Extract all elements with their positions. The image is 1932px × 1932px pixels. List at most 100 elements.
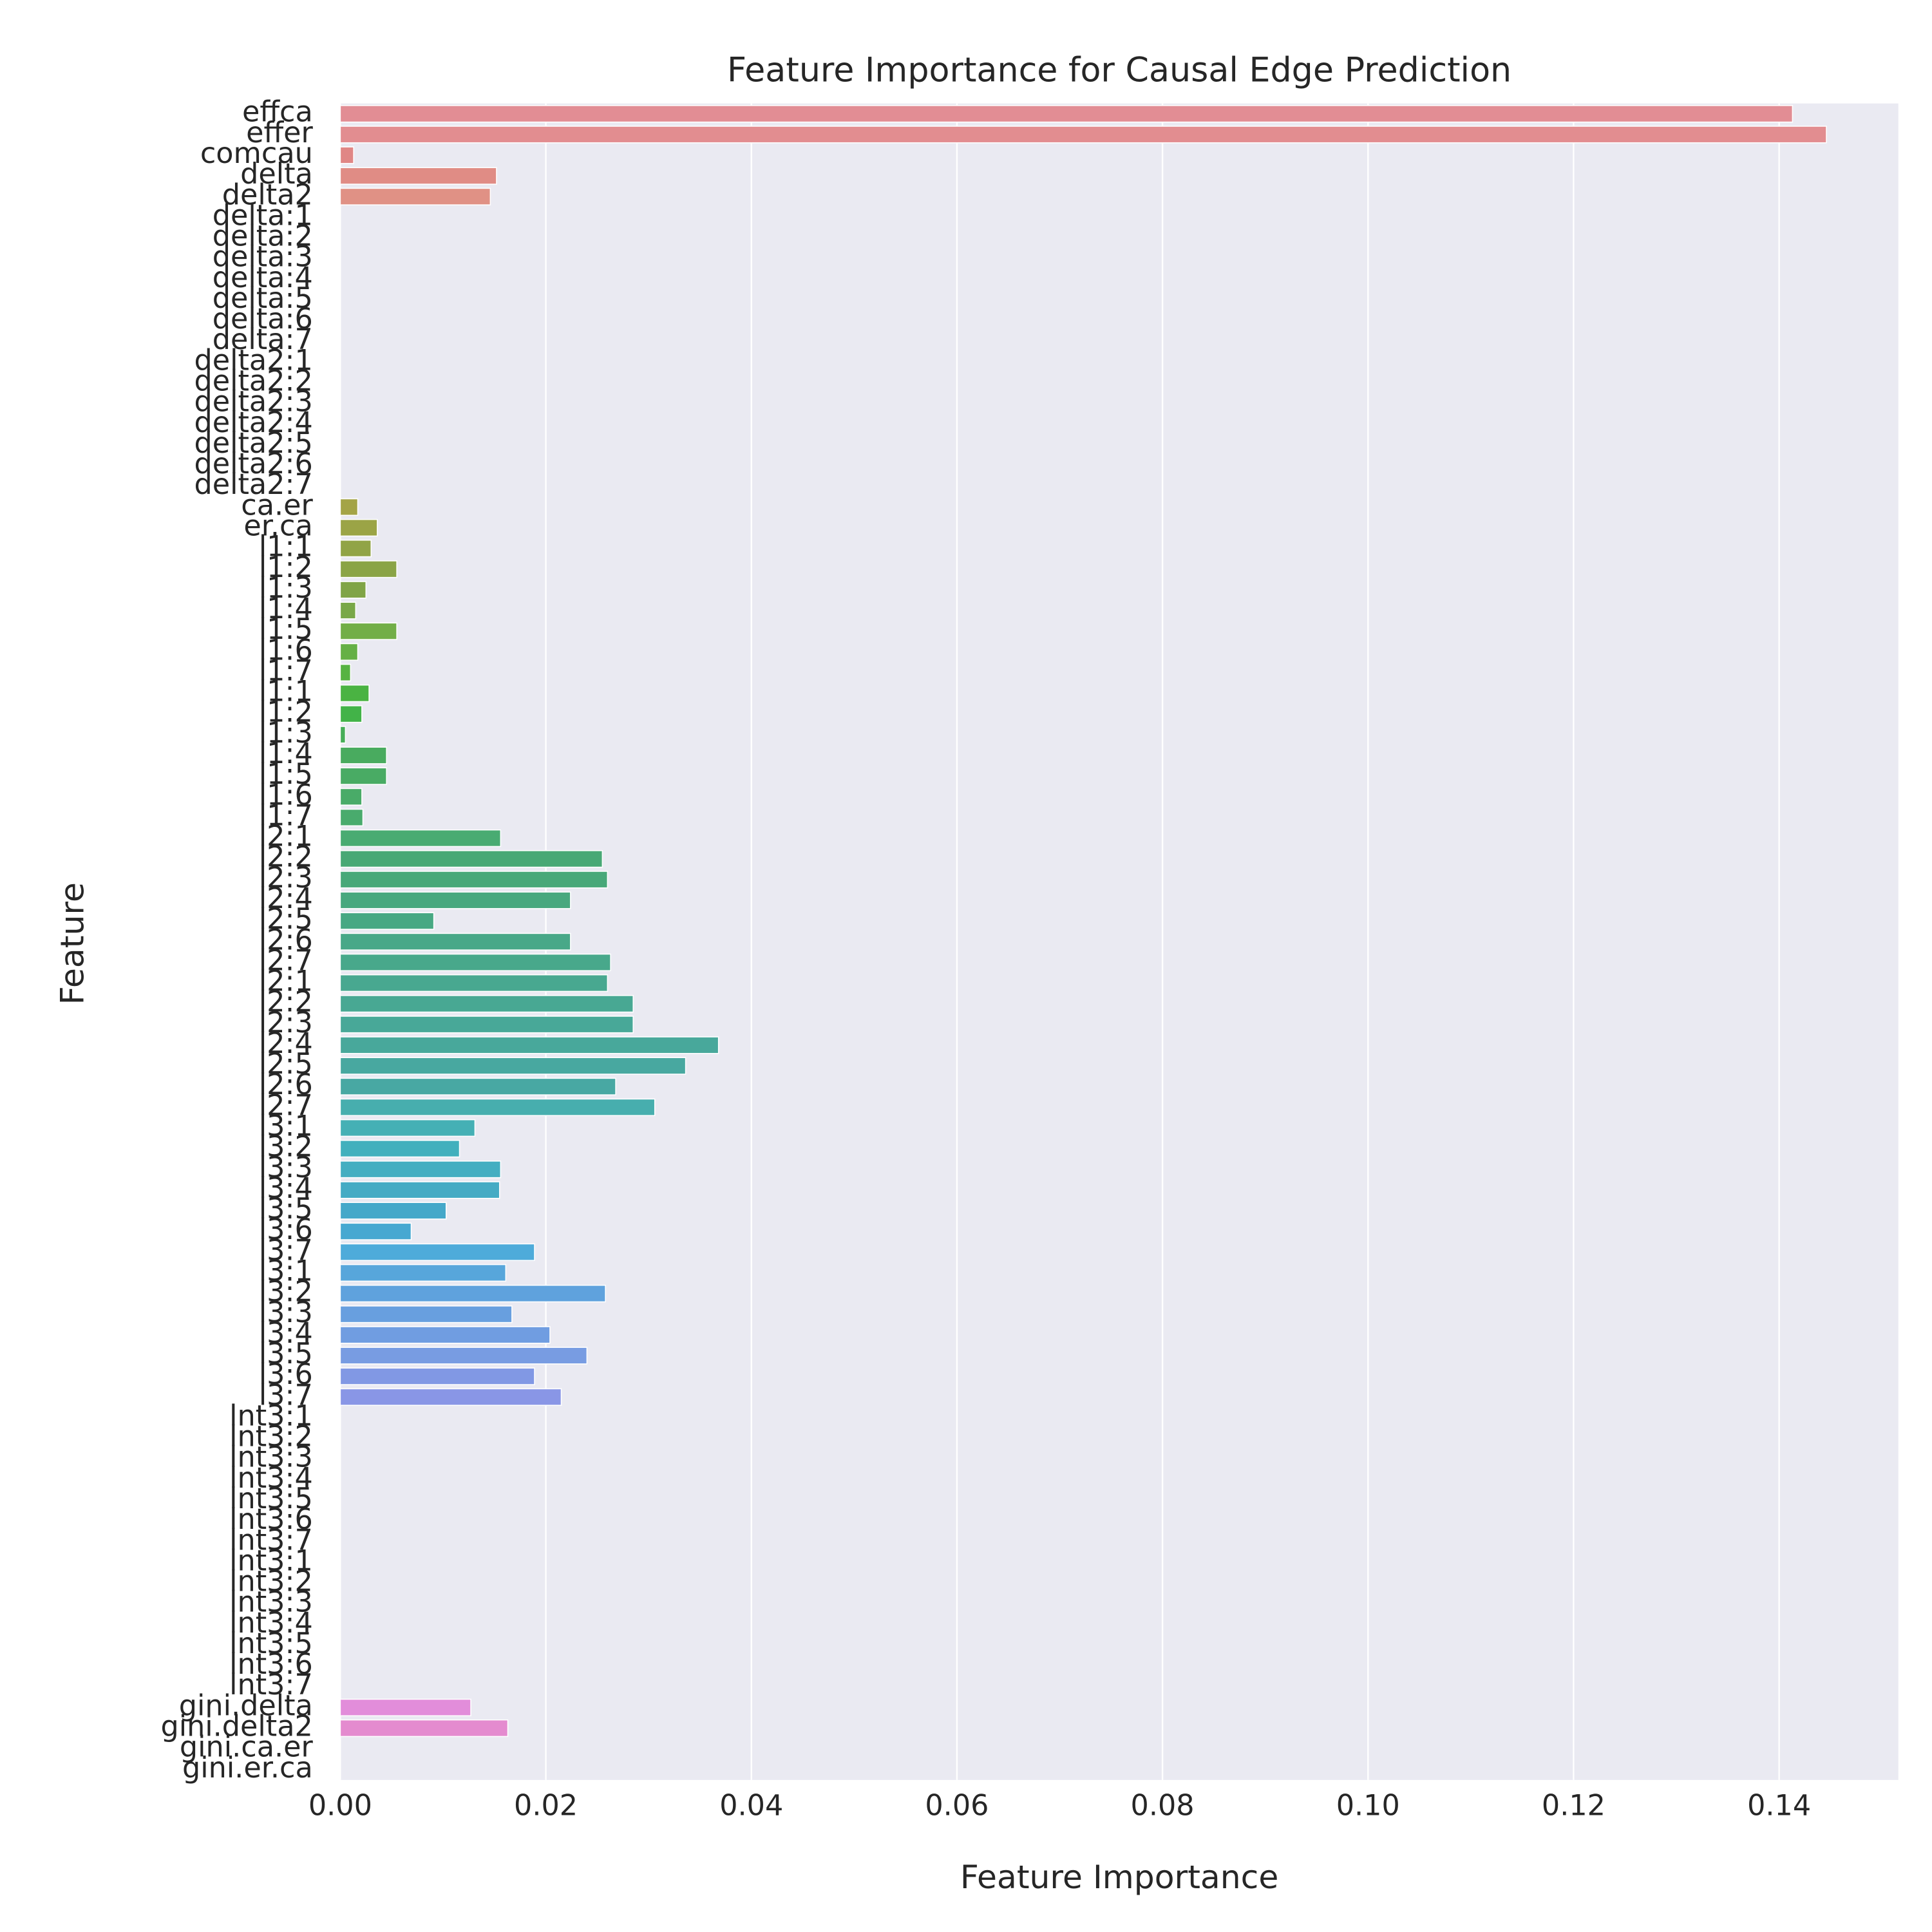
bar [339, 1347, 588, 1365]
y-tick-label: l2:6 [259, 1068, 313, 1101]
y-tick-label: l2:3 [259, 1007, 313, 1039]
y-tick-label: lnt3:5 [229, 1482, 313, 1515]
y-tick-label: l3:6 [259, 1358, 313, 1391]
x-axis-label: Feature Importance [960, 1858, 1278, 1896]
y-tick-label: lnt3:6 [229, 1648, 313, 1681]
y-tick-label: er.ca [243, 509, 312, 542]
bar [339, 105, 1794, 123]
y-tick-label: lnt3:6 [229, 1503, 313, 1536]
y-axis-label: Feature [53, 882, 91, 1005]
y-tick-label: lnt3:3 [229, 1441, 313, 1474]
x-tick-label: 0.10 [1336, 1789, 1400, 1822]
y-tick-label: l1:7 [259, 799, 313, 832]
bar [339, 146, 354, 164]
x-tick-label: 0.00 [308, 1789, 372, 1822]
bar [339, 126, 1827, 144]
chart-title: Feature Importance for Causal Edge Predi… [727, 51, 1511, 90]
y-tick-label: delta:5 [213, 282, 313, 315]
y-tick-label: delta [240, 158, 313, 191]
y-tick-label: l3:4 [259, 1172, 313, 1205]
bar [339, 705, 363, 723]
bar [339, 995, 634, 1013]
plot-area [340, 103, 1899, 1780]
bar [339, 871, 609, 889]
y-tick-label: lnt3:7 [229, 1669, 313, 1701]
y-tick-label: l2:7 [259, 944, 313, 977]
bar [339, 167, 497, 185]
bar [339, 1243, 535, 1261]
bar [339, 1057, 687, 1075]
bar [339, 539, 372, 558]
bar [339, 601, 357, 620]
y-tick-label: delta:2 [213, 220, 313, 253]
x-tick-label: 0.14 [1747, 1789, 1811, 1822]
bar [339, 1016, 634, 1034]
y-tick-label: delta2:1 [194, 344, 312, 377]
bar [339, 1181, 500, 1199]
bar [339, 581, 367, 599]
bar [339, 187, 491, 205]
y-tick-label: effer [246, 117, 313, 149]
x-tick-label: 0.08 [1131, 1789, 1195, 1822]
bar [339, 1698, 471, 1717]
bar [339, 829, 502, 848]
y-tick-label: l1:5 [259, 613, 313, 646]
bar [339, 1719, 509, 1738]
y-tick-label: l1:3 [259, 717, 313, 750]
y-tick-label: delta2:3 [194, 386, 312, 419]
y-tick-label: l3:1 [259, 1255, 313, 1287]
y-tick-label: l3:2 [259, 1276, 313, 1309]
bar [339, 808, 364, 827]
bar [339, 684, 370, 703]
bar [339, 663, 352, 682]
y-tick-label: lnt3:3 [229, 1586, 313, 1619]
y-tick-label: l3:6 [259, 1213, 313, 1246]
y-tick-label: l2:1 [259, 965, 313, 998]
y-tick-label: lnt3:1 [229, 1399, 313, 1432]
y-tick-label: l2:2 [259, 986, 313, 1019]
bar [339, 1284, 606, 1303]
bar [339, 1367, 535, 1385]
y-tick-label: delta:7 [213, 323, 313, 356]
y-tick-label: lnt3:2 [229, 1421, 313, 1454]
y-tick-label: l3:3 [259, 1151, 313, 1184]
bar [339, 1202, 447, 1220]
y-tick-label: lnt3:2 [229, 1566, 313, 1598]
y-tick-label: gini.delta [179, 1689, 313, 1722]
y-tick-label: l1:5 [259, 758, 313, 791]
x-tick-label: 0.06 [925, 1789, 989, 1822]
x-tick-label: 0.02 [514, 1789, 578, 1822]
bar [339, 1305, 513, 1323]
y-tick-label: l2:5 [259, 1048, 313, 1081]
y-tick-label: l3:5 [259, 1338, 313, 1370]
y-tick-label: delta2:6 [194, 448, 312, 480]
y-tick-label: l1:1 [259, 676, 313, 708]
bar [339, 953, 611, 972]
y-tick-label: l3:4 [259, 1317, 313, 1350]
x-tick-label: 0.04 [719, 1789, 783, 1822]
bar [339, 1140, 460, 1158]
bar [339, 1119, 476, 1137]
y-tick-label: l3:7 [259, 1234, 313, 1267]
bar [339, 726, 346, 744]
bar [339, 643, 359, 661]
bar [339, 912, 435, 930]
y-tick-label: l1:2 [259, 696, 313, 729]
y-tick-label: delta:6 [213, 303, 313, 336]
y-tick-label: l3:5 [259, 1193, 313, 1226]
y-tick-label: l1:2 [259, 551, 313, 584]
y-tick-label: l1:1 [259, 531, 313, 564]
y-tick-label: gini.er.ca [182, 1752, 313, 1785]
y-tick-label: l2:4 [259, 1027, 313, 1060]
y-tick-label: lnt3:4 [229, 1607, 313, 1640]
bar [339, 498, 359, 516]
y-tick-label: l1:3 [259, 572, 313, 605]
y-tick-label: l2:3 [259, 862, 313, 895]
bar [339, 788, 363, 806]
bar [339, 746, 387, 764]
bar [339, 933, 571, 951]
y-tick-label: l3:7 [259, 1379, 313, 1412]
bar [339, 891, 571, 909]
y-tick-label: l1:6 [259, 634, 313, 667]
